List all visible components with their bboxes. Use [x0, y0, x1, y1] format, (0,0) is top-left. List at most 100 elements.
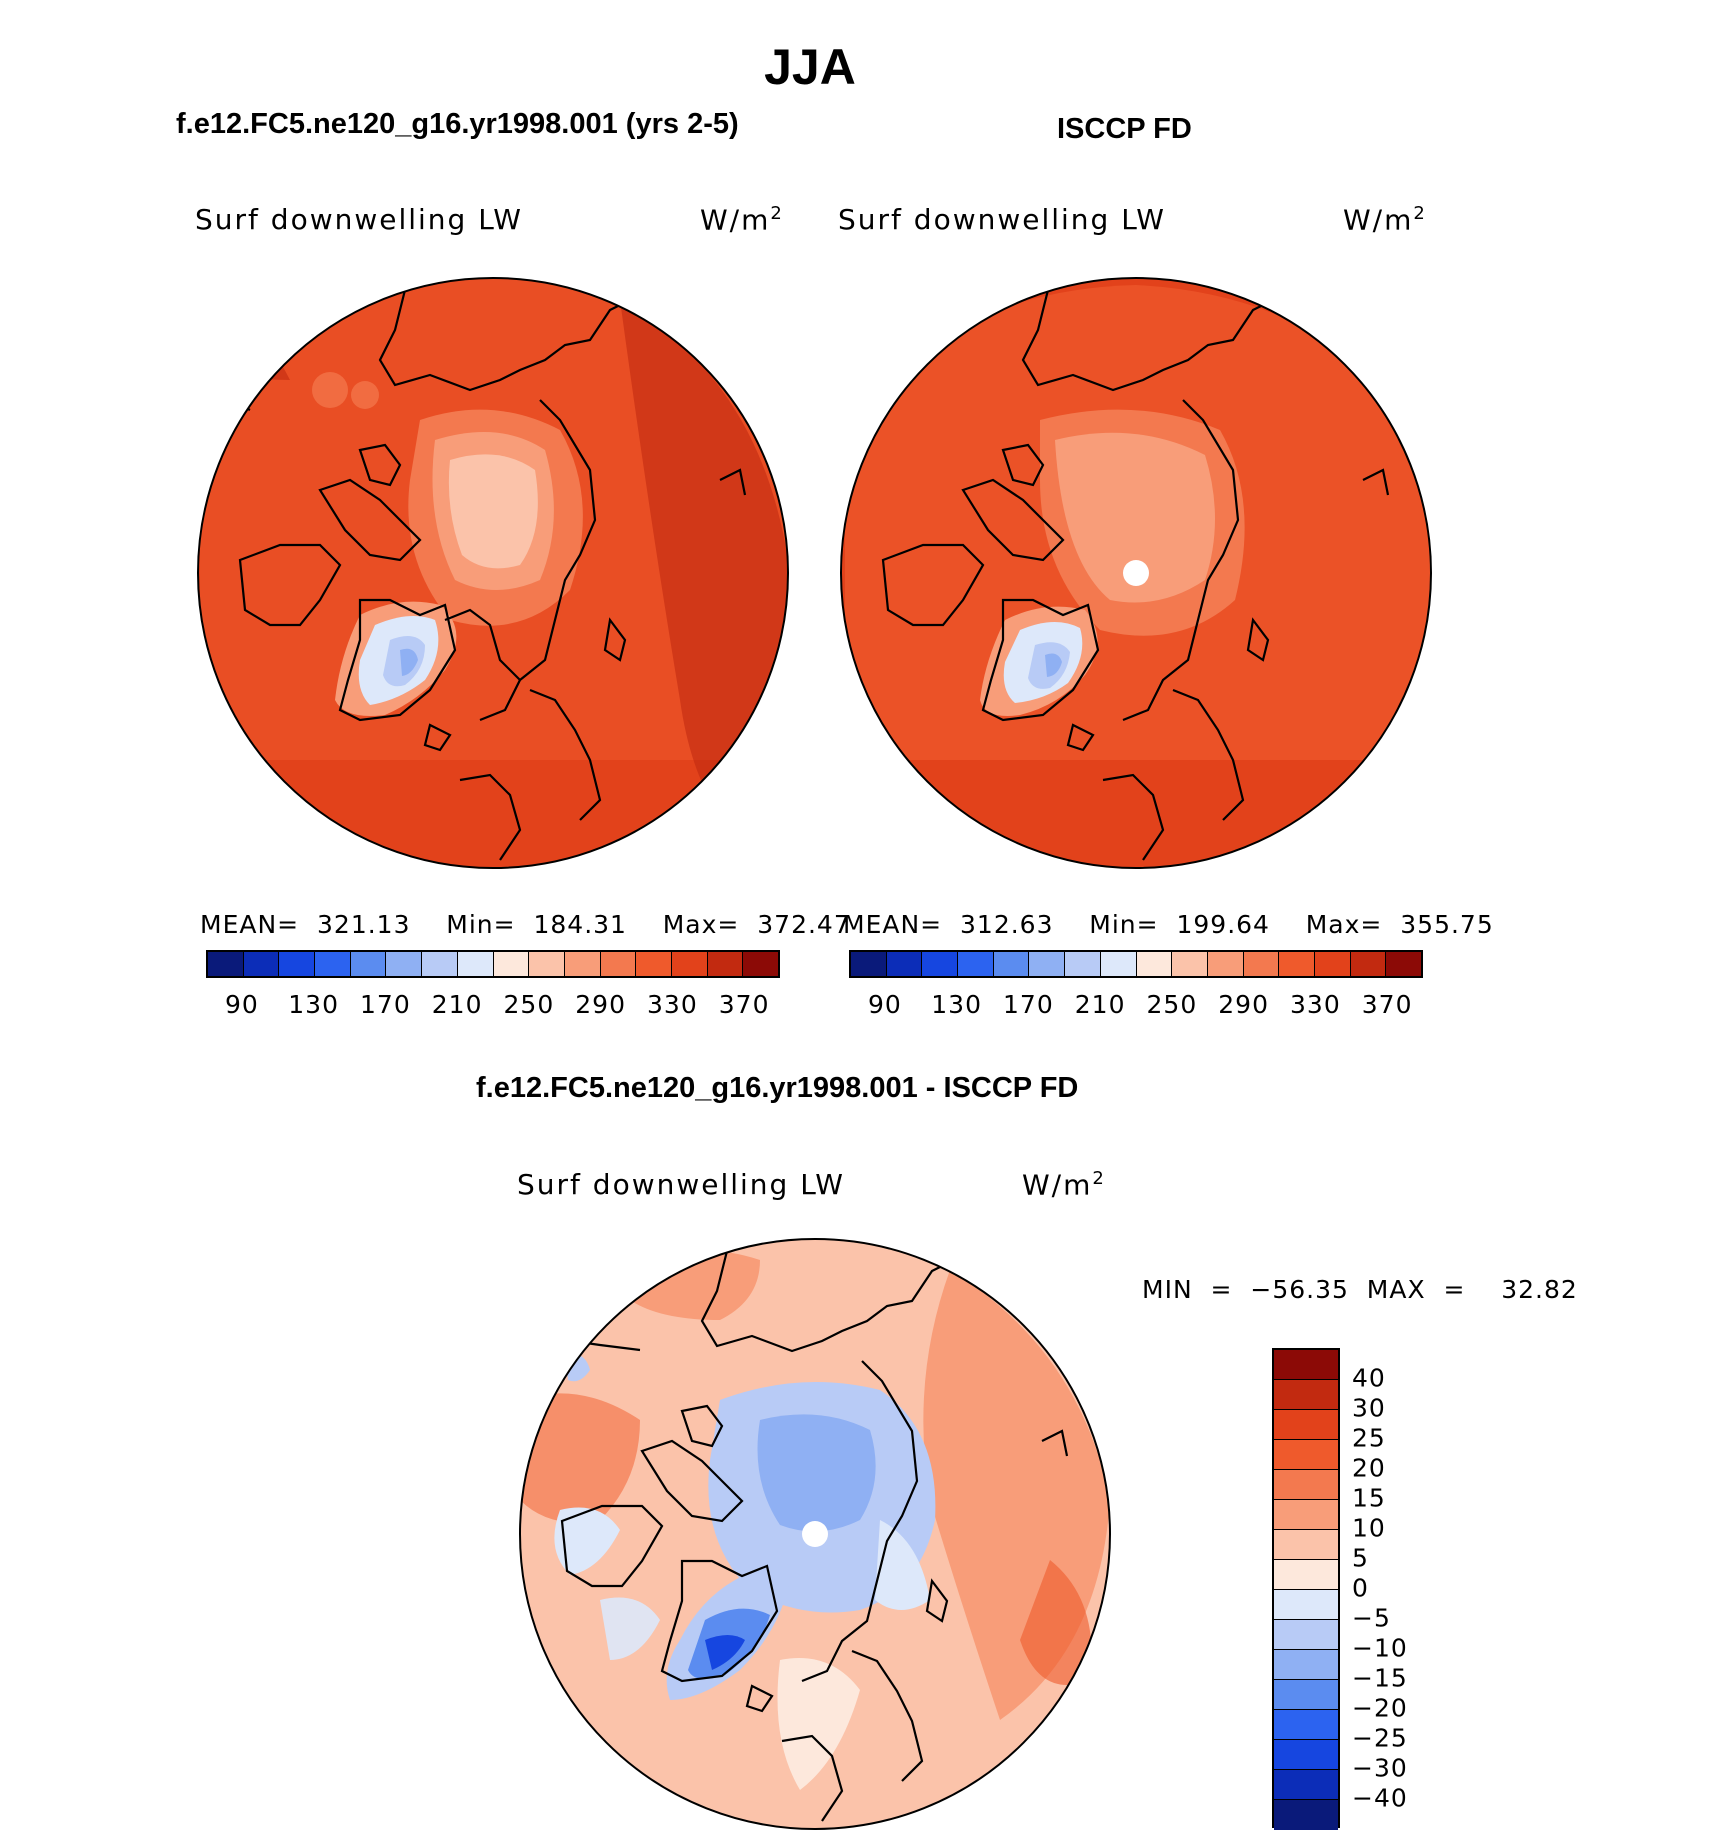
diff-colorbar-cell: [1274, 1680, 1338, 1710]
model-colorbar-cell: [636, 952, 672, 976]
obs-colorbar-cell: [958, 952, 994, 976]
diff-colorbar-cell: [1274, 1620, 1338, 1650]
diff-colorbar-tick-label: −10: [1352, 1633, 1408, 1663]
diff-colorbar-tick-label: 15: [1352, 1483, 1386, 1513]
obs-colorbar-cell: [1029, 952, 1066, 976]
obs-panel-title: ISCCP FD: [1057, 113, 1192, 145]
obs-colorbar-tick-label: 250: [1146, 990, 1198, 1019]
obs-colorbar-cell: [922, 952, 959, 976]
obs-colorbar: [849, 950, 1423, 978]
diff-colorbar-cell: [1274, 1650, 1338, 1680]
obs-variable-label: Surf downwelling LW: [838, 203, 1166, 236]
obs-colorbar-tick-label: 210: [1074, 990, 1126, 1019]
model-units-label: W/m2: [700, 203, 784, 237]
model-colorbar-tick-label: 210: [431, 990, 483, 1019]
diff-colorbar-tick-label: −20: [1352, 1693, 1408, 1723]
diff-colorbar-tick-label: −25: [1352, 1723, 1408, 1753]
obs-colorbar-cell: [1136, 952, 1173, 976]
obs-colorbar-cell: [1207, 952, 1244, 976]
obs-colorbar-cell: [886, 952, 923, 976]
obs-colorbar-cell: [993, 952, 1030, 976]
model-colorbar-tick-label: 250: [503, 990, 555, 1019]
obs-colorbar-cell: [851, 952, 887, 976]
model-colorbar-tick-label: 370: [718, 990, 770, 1019]
obs-colorbar-ticks: 90 130 170 210 250 290 330 370: [849, 990, 1423, 1020]
diff-colorbar-cell: [1274, 1470, 1338, 1500]
obs-colorbar-cell: [1279, 952, 1315, 976]
obs-colorbar-cell: [1350, 952, 1387, 976]
model-colorbar-cell: [529, 952, 565, 976]
diff-colorbar-cell: [1274, 1710, 1338, 1740]
obs-units-label: W/m2: [1343, 203, 1427, 237]
obs-colorbar-cell: [1172, 952, 1208, 976]
model-colorbar-cell: [671, 952, 708, 976]
diff-colorbar-cell: [1274, 1770, 1338, 1800]
model-colorbar-cell: [422, 952, 458, 976]
diff-colorbar-tick-label: 40: [1352, 1363, 1386, 1393]
diff-colorbar-cell: [1274, 1560, 1338, 1590]
obs-colorbar-cell: [1243, 952, 1280, 976]
diff-colorbar-cell: [1274, 1530, 1338, 1560]
model-colorbar-tick-label: 290: [575, 990, 626, 1019]
diff-panel-title: f.e12.FC5.ne120_g16.yr1998.001 - ISCCP F…: [476, 1072, 1079, 1104]
model-colorbar-ticks: 90 130 170 210 250 290 330 370: [206, 990, 780, 1020]
obs-colorbar-tick-label: 330: [1290, 990, 1341, 1019]
model-panel-title: f.e12.FC5.ne120_g16.yr1998.001 (yrs 2-5): [176, 108, 739, 140]
diff-colorbar: [1272, 1348, 1340, 1830]
model-colorbar-tick-label: 330: [647, 990, 698, 1019]
obs-colorbar-cell: [1065, 952, 1101, 976]
model-colorbar-tick-label: 90: [224, 990, 259, 1019]
diff-colorbar-cell: [1274, 1350, 1338, 1380]
diff-colorbar-tick-label: 10: [1352, 1513, 1386, 1543]
diff-variable-label: Surf downwelling LW: [517, 1168, 845, 1201]
model-colorbar-cell: [243, 952, 280, 976]
obs-polar-map: [840, 277, 1432, 869]
diff-units-label: W/m2: [1022, 1168, 1106, 1202]
diff-colorbar-tick-label: −40: [1352, 1783, 1408, 1813]
diff-colorbar-tick-label: −30: [1352, 1753, 1408, 1783]
diff-colorbar-tick-label: 0: [1352, 1573, 1369, 1603]
diff-colorbar-tick-label: 30: [1352, 1393, 1386, 1423]
model-colorbar-cell: [743, 952, 778, 976]
obs-colorbar-tick-label: 130: [931, 990, 982, 1019]
obs-stats: MEAN= 312.63 Min= 199.64 Max= 355.75: [843, 910, 1494, 939]
diff-colorbar-tick-label: −5: [1352, 1603, 1391, 1633]
model-colorbar-cell: [208, 952, 244, 976]
model-colorbar-cell: [707, 952, 744, 976]
model-stats: MEAN= 321.13 Min= 184.31 Max= 372.47: [200, 910, 851, 939]
model-colorbar-cell: [457, 952, 494, 976]
model-colorbar-cell: [600, 952, 637, 976]
diff-colorbar-tick-label: 5: [1352, 1543, 1369, 1573]
diff-colorbar-cell: [1274, 1800, 1338, 1830]
model-colorbar-cell: [315, 952, 351, 976]
obs-colorbar-tick-label: 290: [1218, 990, 1269, 1019]
model-variable-label: Surf downwelling LW: [195, 203, 523, 236]
model-colorbar-tick-label: 170: [360, 990, 411, 1019]
diff-stats: MIN = −56.35 MAX = 32.82: [1142, 1275, 1578, 1304]
diff-colorbar-tick-label: 25: [1352, 1423, 1386, 1453]
obs-colorbar-cell: [1314, 952, 1351, 976]
obs-colorbar-tick-label: 170: [1003, 990, 1054, 1019]
diff-colorbar-tick-label: −15: [1352, 1663, 1408, 1693]
obs-colorbar-tick-label: 90: [867, 990, 902, 1019]
figure-title: JJA: [764, 39, 856, 95]
diff-colorbar-cell: [1274, 1740, 1338, 1770]
diff-colorbar-cell: [1274, 1500, 1338, 1530]
diff-polar-map: [519, 1238, 1111, 1830]
obs-colorbar-cell: [1100, 952, 1137, 976]
obs-colorbar-tick-label: 370: [1361, 990, 1413, 1019]
model-colorbar-cell: [564, 952, 601, 976]
diff-colorbar-cell: [1274, 1380, 1338, 1410]
model-colorbar-tick-label: 130: [288, 990, 339, 1019]
diff-colorbar-cell: [1274, 1410, 1338, 1440]
model-colorbar: [206, 950, 780, 978]
diff-colorbar-cell: [1274, 1440, 1338, 1470]
model-colorbar-cell: [279, 952, 316, 976]
model-colorbar-cell: [386, 952, 423, 976]
diff-colorbar-cell: [1274, 1590, 1338, 1620]
model-colorbar-cell: [350, 952, 387, 976]
diff-colorbar-tick-label: 20: [1352, 1453, 1386, 1483]
model-colorbar-cell: [493, 952, 530, 976]
model-polar-map: [197, 277, 789, 869]
obs-colorbar-cell: [1386, 952, 1421, 976]
